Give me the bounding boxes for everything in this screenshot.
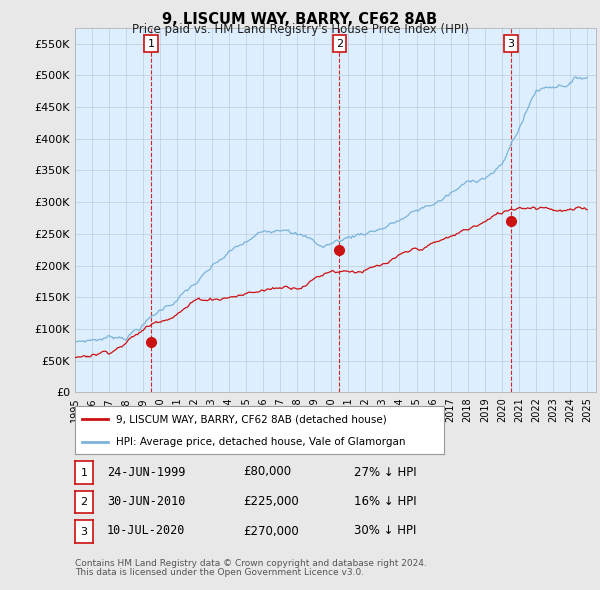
- Text: £270,000: £270,000: [243, 525, 299, 537]
- Text: 1: 1: [148, 38, 155, 48]
- Text: Contains HM Land Registry data © Crown copyright and database right 2024.: Contains HM Land Registry data © Crown c…: [75, 559, 427, 568]
- Text: 27% ↓ HPI: 27% ↓ HPI: [354, 466, 416, 478]
- Text: HPI: Average price, detached house, Vale of Glamorgan: HPI: Average price, detached house, Vale…: [116, 437, 405, 447]
- Text: 24-JUN-1999: 24-JUN-1999: [107, 466, 185, 478]
- Text: £80,000: £80,000: [243, 466, 291, 478]
- Text: 9, LISCUM WAY, BARRY, CF62 8AB (detached house): 9, LISCUM WAY, BARRY, CF62 8AB (detached…: [116, 414, 386, 424]
- Text: 3: 3: [80, 527, 88, 536]
- Text: This data is licensed under the Open Government Licence v3.0.: This data is licensed under the Open Gov…: [75, 568, 364, 577]
- Text: 9, LISCUM WAY, BARRY, CF62 8AB: 9, LISCUM WAY, BARRY, CF62 8AB: [163, 12, 437, 27]
- Text: 2: 2: [336, 38, 343, 48]
- Text: 30-JUN-2010: 30-JUN-2010: [107, 495, 185, 508]
- Text: 1: 1: [80, 468, 88, 477]
- Text: 30% ↓ HPI: 30% ↓ HPI: [354, 525, 416, 537]
- Text: 2: 2: [80, 497, 88, 507]
- Text: 16% ↓ HPI: 16% ↓ HPI: [354, 495, 416, 508]
- Text: Price paid vs. HM Land Registry's House Price Index (HPI): Price paid vs. HM Land Registry's House …: [131, 23, 469, 36]
- Text: 3: 3: [508, 38, 514, 48]
- Text: £225,000: £225,000: [243, 495, 299, 508]
- Text: 10-JUL-2020: 10-JUL-2020: [107, 525, 185, 537]
